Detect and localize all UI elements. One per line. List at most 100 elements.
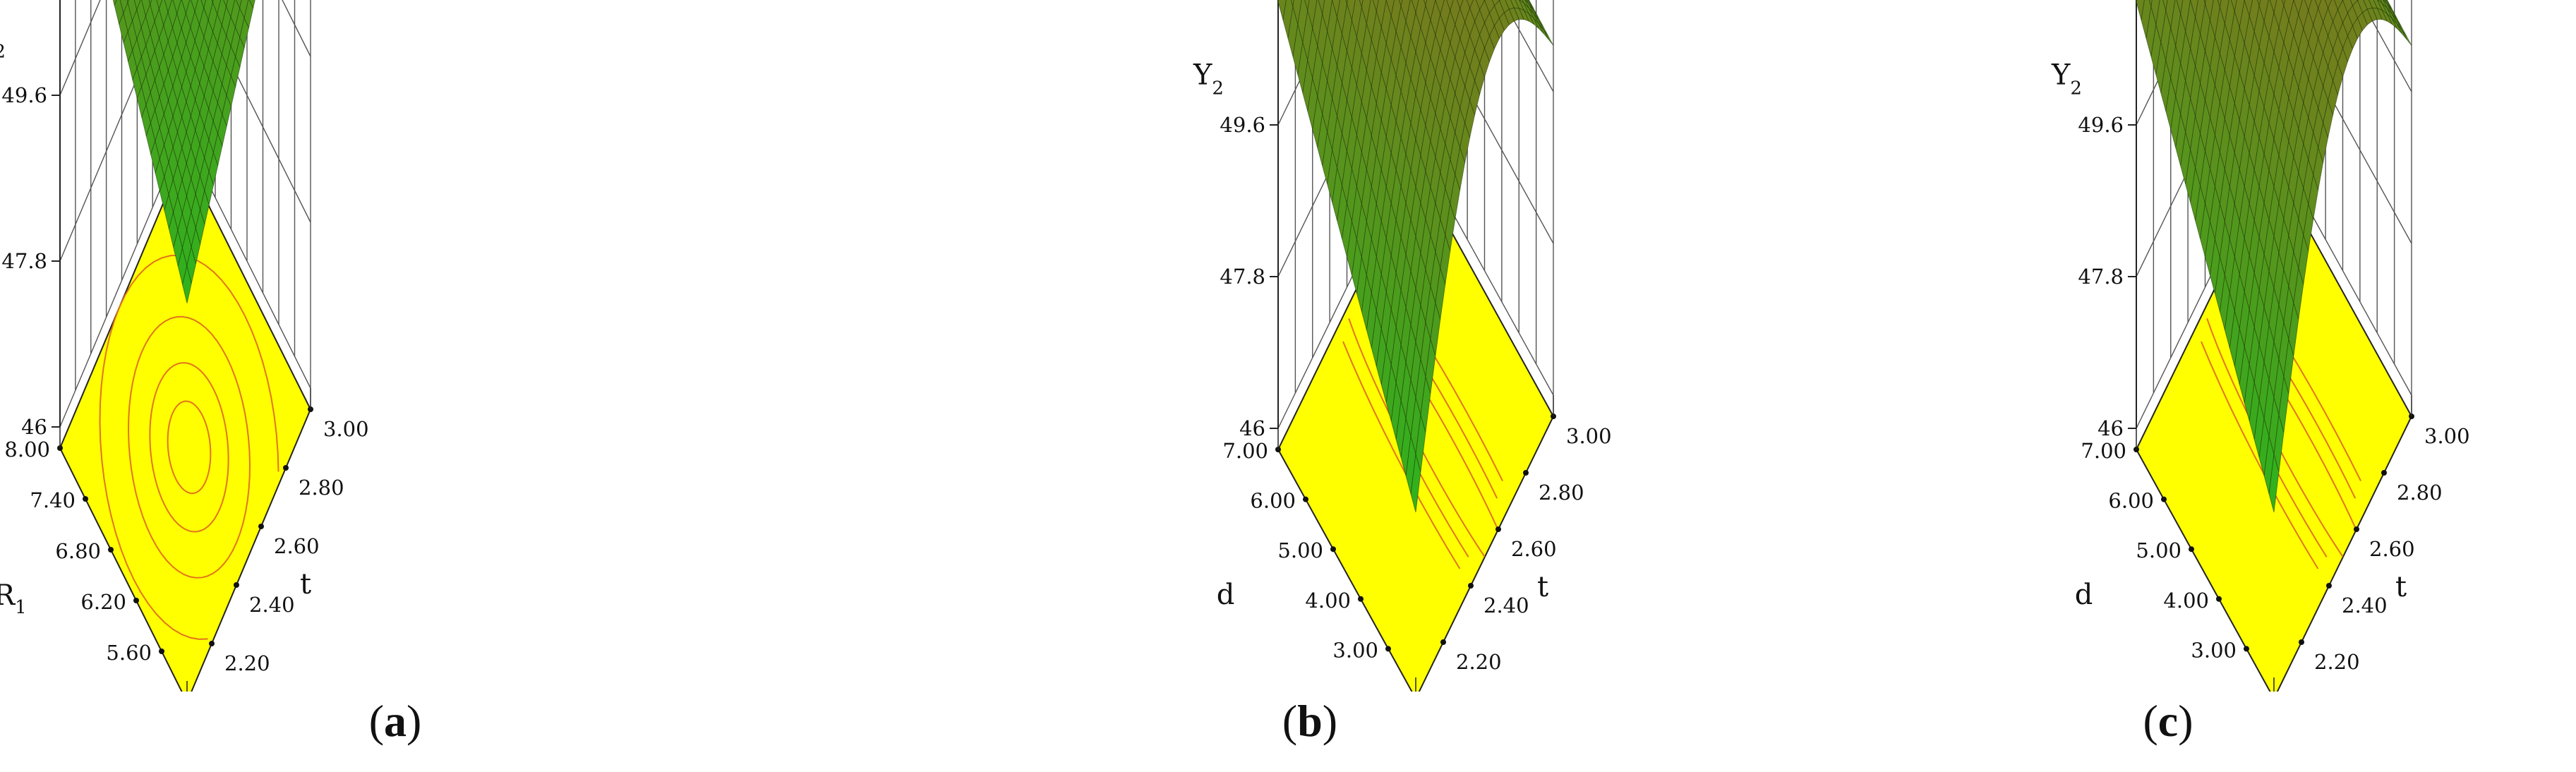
panel-a: 4647.849.651.453.255Y22.002.202.402.602.… (0, 0, 858, 772)
x-tick-label: 2.60 (1511, 537, 1557, 561)
surface-cell (1359, 0, 1364, 8)
z-axis-label: Y2 (0, 23, 6, 63)
floor-contour (1451, 438, 1499, 530)
surface-cell (1277, 0, 1287, 20)
surface-cell (2314, 0, 2322, 10)
y-tick-label: 6.20 (80, 590, 126, 614)
z-tick-label: 47.8 (1, 249, 47, 273)
y-tick-label: 4.00 (2163, 589, 2209, 613)
x-tick-label: 2.20 (224, 651, 270, 675)
y-tick-mark (1330, 546, 1336, 553)
x-tick-mark (2381, 470, 2387, 476)
y-tick-label: 8.00 (4, 438, 50, 462)
y-tick-mark (2244, 646, 2249, 652)
y-tick-mark (133, 598, 139, 603)
panel-b: 4647.849.651.453.255Y22.002.202.402.602.… (858, 0, 1716, 772)
surface-plot-a: 4647.849.651.453.255Y22.002.202.402.602.… (0, 0, 369, 692)
surface-cell (223, 0, 229, 8)
x-tick-mark (2326, 583, 2332, 589)
y-tick-label: 4.00 (1305, 589, 1351, 613)
y-tick-label: 5.00 (2136, 538, 2181, 562)
y-tick-mark (159, 649, 164, 654)
y-axis-label: d (1217, 579, 1235, 611)
y-tick-mark (1358, 596, 1364, 602)
z-tick-label: 49.6 (1220, 113, 1265, 137)
x-axis-label: t (2395, 571, 2407, 603)
x-tick-mark (2354, 526, 2359, 532)
x-tick-label: 2.80 (1539, 481, 1584, 505)
y-tick-label: 2.00 (1360, 688, 1406, 692)
floor-contour (1458, 423, 1498, 499)
floor-contour (167, 400, 212, 495)
surface-cell (2256, 0, 2261, 8)
x-tick-mark (283, 465, 289, 471)
y-tick-label: 7.00 (1222, 439, 1268, 463)
caption-b: (b) (1282, 696, 1338, 746)
z-tick-label: 46 (1239, 416, 1265, 440)
floor-contour (2309, 438, 2357, 530)
surface-plot-b: 4647.849.651.453.255Y22.002.202.402.602.… (1193, 0, 1612, 692)
y-tick-label: 6.80 (55, 539, 101, 563)
x-tick-mark (2299, 639, 2304, 645)
z-axis-label-subscript: 2 (1212, 78, 1224, 99)
x-tick-label: 2.60 (2369, 537, 2415, 561)
surface-cell (1410, 454, 1421, 513)
x-tick-label: 3.00 (323, 417, 369, 441)
x-tick-mark (1523, 470, 1529, 476)
y-axis-label: d (2075, 579, 2093, 611)
x-tick-label: 2.20 (1456, 650, 1502, 674)
z-axis-label-subscript: 2 (2070, 78, 2082, 99)
x-axis-label: t (1537, 571, 1548, 603)
z-tick-label: 47.8 (2078, 265, 2124, 289)
z-axis-label: Y2 (2051, 59, 2082, 99)
x-tick-label: 2.40 (249, 593, 295, 617)
x-tick-label: 2.80 (2397, 481, 2443, 505)
floor-contour (2316, 423, 2357, 499)
wall-gridline (59, 0, 311, 262)
floor-contour (2323, 409, 2361, 482)
surface-cell (1304, 0, 1310, 11)
x-tick-label: 3.00 (1566, 424, 1612, 448)
y-tick-label: 3.00 (2191, 638, 2237, 662)
x-tick-mark (234, 582, 239, 588)
y-tick-mark (83, 496, 88, 502)
x-tick-mark (258, 524, 264, 529)
y-tick-label: 5.00 (1277, 538, 1323, 562)
y-tick-mark (2189, 546, 2194, 553)
caption-a: (a) (368, 696, 422, 746)
floor-contour (149, 362, 229, 533)
surface-cell (2268, 454, 2280, 513)
x-tick-mark (1440, 639, 1446, 645)
surface-cell (182, 265, 192, 303)
surface-cell (200, 0, 207, 9)
caption-c-letter: c (2157, 696, 2179, 746)
y-tick-label: 7.40 (30, 488, 76, 512)
y-tick-mark (2161, 496, 2167, 502)
surface-cell (112, 0, 117, 6)
floor-contour (243, 315, 279, 472)
y-tick-mark (1303, 496, 1308, 502)
x-tick-mark (1495, 526, 1501, 532)
y-axis-label: R1 (0, 579, 27, 618)
x-axis-label: t (300, 568, 311, 601)
x-tick-label: 2.40 (1483, 593, 1529, 617)
z-tick-label: 49.6 (1, 83, 47, 107)
surface-cell (1423, 0, 1428, 7)
y-tick-label: 7.00 (2081, 439, 2126, 463)
z-tick-label: 47.8 (1220, 265, 1265, 289)
surface-cell (1456, 0, 1464, 10)
x-tick-label: 2.80 (299, 476, 344, 500)
y-axis-label-subscript: 1 (15, 597, 27, 618)
z-tick-label: 49.6 (2078, 113, 2124, 137)
x-tick-mark (1468, 583, 1474, 589)
z-axis-label: Y2 (1193, 59, 1224, 99)
x-tick-label: 2.40 (2342, 593, 2388, 617)
floor-contour (1342, 341, 1461, 569)
z-axis-label-subscript: 2 (0, 42, 6, 63)
floor-contour (1464, 409, 1503, 482)
caption-a-letter: a (384, 696, 407, 746)
panel-c: 4647.849.651.453.255Y22.002.202.402.602.… (1716, 0, 2575, 772)
surface-cell (1398, 0, 1403, 8)
surface-plot-c: 4647.849.651.453.255Y22.002.202.402.602.… (2051, 0, 2470, 692)
